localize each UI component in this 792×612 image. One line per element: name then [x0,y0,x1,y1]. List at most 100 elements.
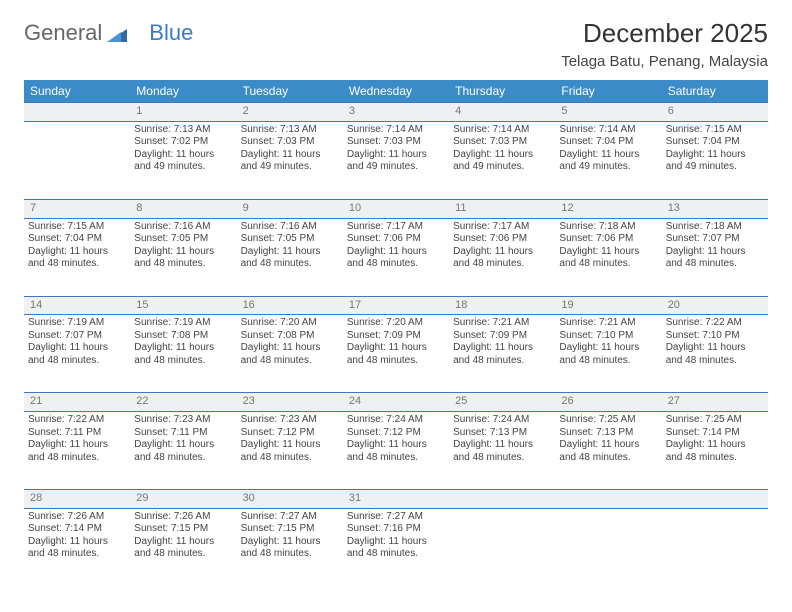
header: General Blue December 2025 Telaga Batu, … [24,18,768,70]
day-header: Wednesday [343,80,449,103]
cell-line-sunrise: Sunrise: 7:26 AM [28,511,126,524]
week-row: Sunrise: 7:22 AMSunset: 7:11 PMDaylight:… [24,412,768,490]
cell-line-sunrise: Sunrise: 7:19 AM [134,317,232,330]
cell-line-day2: and 48 minutes. [453,355,551,368]
cell-line-day1: Daylight: 11 hours [28,246,126,259]
week-row: Sunrise: 7:19 AMSunset: 7:07 PMDaylight:… [24,315,768,393]
daynum-row: 14151617181920 [24,296,768,315]
cell-line-sunset: Sunset: 7:16 PM [347,523,445,536]
cell-line-sunrise: Sunrise: 7:16 AM [134,221,232,234]
week-row: Sunrise: 7:26 AMSunset: 7:14 PMDaylight:… [24,508,768,586]
cell-line-sunset: Sunset: 7:04 PM [28,233,126,246]
day-cell: Sunrise: 7:16 AMSunset: 7:05 PMDaylight:… [130,218,236,296]
cell-line-day1: Daylight: 11 hours [134,149,232,162]
day-number: 12 [555,199,661,218]
day-number: 30 [237,490,343,509]
cell-line-day2: and 48 minutes. [241,452,339,465]
location: Telaga Batu, Penang, Malaysia [561,53,768,70]
day-cell: Sunrise: 7:27 AMSunset: 7:15 PMDaylight:… [237,508,343,586]
cell-line-day1: Daylight: 11 hours [347,536,445,549]
cell-line-day2: and 49 minutes. [241,161,339,174]
cell-line-day1: Daylight: 11 hours [134,342,232,355]
cell-line-sunrise: Sunrise: 7:17 AM [453,221,551,234]
cell-line-sunset: Sunset: 7:15 PM [241,523,339,536]
day-number: 29 [130,490,236,509]
day-number: 17 [343,296,449,315]
cell-line-sunset: Sunset: 7:05 PM [241,233,339,246]
cell-line-sunset: Sunset: 7:10 PM [666,330,764,343]
day-cell: Sunrise: 7:19 AMSunset: 7:08 PMDaylight:… [130,315,236,393]
day-cell: Sunrise: 7:21 AMSunset: 7:09 PMDaylight:… [449,315,555,393]
cell-line-day2: and 49 minutes. [666,161,764,174]
cell-line-sunrise: Sunrise: 7:13 AM [241,124,339,137]
cell-line-day1: Daylight: 11 hours [28,536,126,549]
day-cell: Sunrise: 7:24 AMSunset: 7:13 PMDaylight:… [449,412,555,490]
cell-line-sunset: Sunset: 7:14 PM [666,427,764,440]
cell-line-sunset: Sunset: 7:11 PM [134,427,232,440]
day-header-row: Sunday Monday Tuesday Wednesday Thursday… [24,80,768,103]
cell-line-day2: and 49 minutes. [134,161,232,174]
day-number: 2 [237,103,343,122]
cell-line-day2: and 48 minutes. [559,258,657,271]
day-number: 31 [343,490,449,509]
day-number: 4 [449,103,555,122]
cell-line-day1: Daylight: 11 hours [347,246,445,259]
cell-line-sunrise: Sunrise: 7:27 AM [241,511,339,524]
cell-line-sunrise: Sunrise: 7:18 AM [666,221,764,234]
cell-line-sunrise: Sunrise: 7:15 AM [666,124,764,137]
cell-line-day1: Daylight: 11 hours [347,439,445,452]
cell-line-day1: Daylight: 11 hours [241,536,339,549]
day-number: 22 [130,393,236,412]
logo-triangle-icon [107,22,127,48]
cell-line-day1: Daylight: 11 hours [241,149,339,162]
cell-line-sunset: Sunset: 7:03 PM [241,136,339,149]
day-header: Saturday [662,80,768,103]
cell-line-sunrise: Sunrise: 7:25 AM [666,414,764,427]
day-number: 21 [24,393,130,412]
day-cell: Sunrise: 7:26 AMSunset: 7:15 PMDaylight:… [130,508,236,586]
day-cell: Sunrise: 7:21 AMSunset: 7:10 PMDaylight:… [555,315,661,393]
day-number [555,490,661,509]
cell-line-day2: and 48 minutes. [241,355,339,368]
cell-line-sunrise: Sunrise: 7:24 AM [453,414,551,427]
cell-line-day2: and 48 minutes. [134,355,232,368]
cell-line-day2: and 48 minutes. [134,258,232,271]
cell-line-day2: and 48 minutes. [559,355,657,368]
cell-line-sunset: Sunset: 7:09 PM [453,330,551,343]
day-cell: Sunrise: 7:15 AMSunset: 7:04 PMDaylight:… [24,218,130,296]
day-number: 10 [343,199,449,218]
cell-line-day1: Daylight: 11 hours [241,439,339,452]
day-cell: Sunrise: 7:23 AMSunset: 7:12 PMDaylight:… [237,412,343,490]
cell-line-day1: Daylight: 11 hours [241,246,339,259]
cell-line-sunset: Sunset: 7:08 PM [241,330,339,343]
cell-line-day1: Daylight: 11 hours [559,439,657,452]
cell-line-sunset: Sunset: 7:05 PM [134,233,232,246]
day-cell: Sunrise: 7:20 AMSunset: 7:09 PMDaylight:… [343,315,449,393]
day-header: Thursday [449,80,555,103]
day-cell: Sunrise: 7:13 AMSunset: 7:02 PMDaylight:… [130,121,236,199]
cell-line-day1: Daylight: 11 hours [347,149,445,162]
cell-line-sunset: Sunset: 7:13 PM [453,427,551,440]
day-cell [555,508,661,586]
cell-line-sunset: Sunset: 7:09 PM [347,330,445,343]
cell-line-sunrise: Sunrise: 7:15 AM [28,221,126,234]
cell-line-sunset: Sunset: 7:08 PM [134,330,232,343]
day-number: 18 [449,296,555,315]
cell-line-day2: and 48 minutes. [134,452,232,465]
cell-line-sunset: Sunset: 7:11 PM [28,427,126,440]
day-cell: Sunrise: 7:22 AMSunset: 7:10 PMDaylight:… [662,315,768,393]
cell-line-day2: and 48 minutes. [347,258,445,271]
cell-line-sunset: Sunset: 7:14 PM [28,523,126,536]
day-number: 15 [130,296,236,315]
day-number: 13 [662,199,768,218]
cell-line-sunrise: Sunrise: 7:21 AM [453,317,551,330]
week-row: Sunrise: 7:15 AMSunset: 7:04 PMDaylight:… [24,218,768,296]
day-number: 9 [237,199,343,218]
cell-line-sunset: Sunset: 7:10 PM [559,330,657,343]
cell-line-day1: Daylight: 11 hours [666,439,764,452]
cell-line-day1: Daylight: 11 hours [666,149,764,162]
day-number: 6 [662,103,768,122]
day-cell [662,508,768,586]
cell-line-sunrise: Sunrise: 7:13 AM [134,124,232,137]
cell-line-sunrise: Sunrise: 7:14 AM [347,124,445,137]
